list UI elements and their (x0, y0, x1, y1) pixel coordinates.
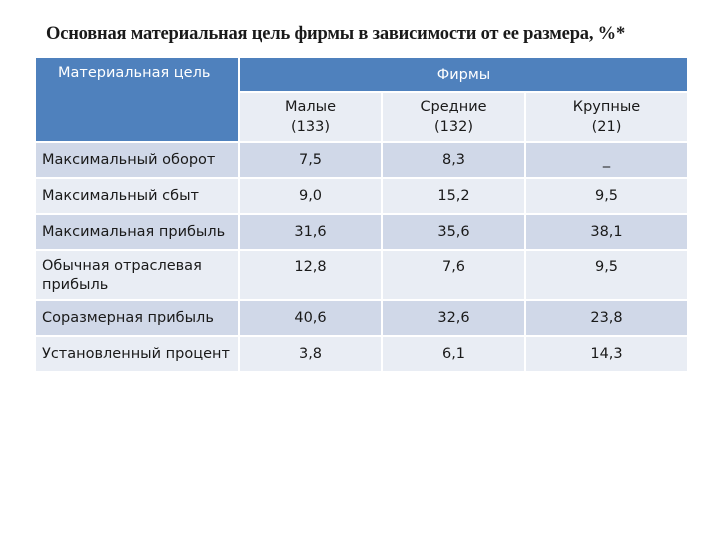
cell-value: 23,8 (524, 299, 689, 337)
column-count: (132) (434, 119, 473, 135)
column-header-small: Малые (133) (238, 91, 383, 143)
cell-value: 12,8 (238, 249, 383, 301)
cell-value: 8,3 (381, 141, 526, 179)
cell-value: 14,3 (524, 335, 689, 373)
page-title: Основная материальная цель фирмы в завис… (46, 24, 626, 44)
cell-value: 40,6 (238, 299, 383, 337)
cell-value: 7,5 (238, 141, 383, 179)
header-row: Материальная цель Фирмы (34, 56, 689, 143)
cell-value: 7,6 (381, 249, 526, 301)
column-name: Средние (420, 99, 487, 115)
group-header-cell: Фирмы (238, 56, 689, 93)
table-row: Обычная отраслевая прибыль 12,8 7,6 9,5 (34, 249, 689, 301)
row-label: Максимальная прибыль (34, 213, 240, 251)
cell-value: 15,2 (381, 177, 526, 215)
column-count: (133) (291, 119, 330, 135)
column-header-medium: Средние (132) (381, 91, 526, 143)
column-header-large: Крупные (21) (524, 91, 689, 143)
row-label: Соразмерная прибыль (34, 299, 240, 337)
row-label: Максимальный сбыт (34, 177, 240, 215)
cell-value: 6,1 (381, 335, 526, 373)
column-count: (21) (591, 119, 622, 135)
cell-value: 31,6 (238, 213, 383, 251)
cell-value: 3,8 (238, 335, 383, 373)
table-row: Максимальная прибыль 31,6 35,6 38,1 (34, 213, 689, 251)
column-name: Крупные (572, 99, 641, 115)
cell-value: 9,5 (524, 177, 689, 215)
table-row: Соразмерная прибыль 40,6 32,6 23,8 (34, 299, 689, 337)
cell-value: _ (524, 141, 689, 179)
cell-value: 9,5 (524, 249, 689, 301)
column-name: Малые (284, 99, 337, 115)
table-row: Максимальный оборот 7,5 8,3 _ (34, 141, 689, 179)
cell-value: 9,0 (238, 177, 383, 215)
cell-value: 38,1 (524, 213, 689, 251)
row-label: Максимальный оборот (34, 141, 240, 179)
row-header-cell: Материальная цель (34, 56, 240, 143)
table-row: Максимальный сбыт 9,0 15,2 9,5 (34, 177, 689, 215)
table-row: Установленный процент 3,8 6,1 14,3 (34, 335, 689, 373)
cell-value: 35,6 (381, 213, 526, 251)
row-label: Установленный процент (34, 335, 240, 373)
data-table: Материальная цель Фирмы Малые (133) Сред… (34, 56, 689, 373)
row-label: Обычная отраслевая прибыль (34, 249, 240, 301)
cell-value: 32,6 (381, 299, 526, 337)
subheader-row: Малые (133) Средние (132) Крупные (21) (35, 91, 689, 143)
